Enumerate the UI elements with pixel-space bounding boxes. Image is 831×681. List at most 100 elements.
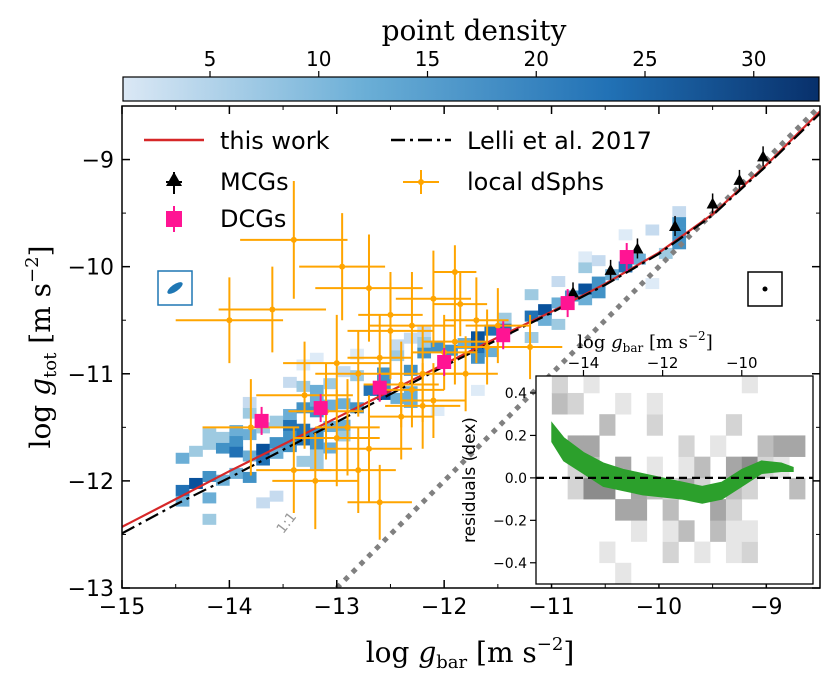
heatmap-cell	[578, 262, 593, 274]
heatmap-cell	[538, 304, 552, 316]
residual-band-area	[551, 421, 794, 504]
heatmap-cell	[229, 435, 244, 447]
x-tick-label: −12	[421, 595, 467, 620]
heatmap-cell	[672, 227, 687, 239]
colorbar-tick-label: 10	[306, 47, 331, 71]
colorbar-tick-label: 5	[204, 47, 217, 71]
heatmap-cell	[336, 398, 351, 410]
colorbar-tick-label: 20	[524, 47, 549, 71]
heatmap-cell	[484, 324, 499, 336]
dcg-point	[437, 354, 452, 369]
dsph-point	[355, 467, 362, 474]
heatmap-cell	[390, 339, 405, 351]
dsph-point	[419, 402, 426, 409]
heatmap-cell	[471, 352, 485, 364]
dsph-point	[365, 285, 372, 292]
inset-heat-cell	[725, 520, 743, 542]
inset-heat-cell	[583, 376, 600, 394]
heatmap-cell	[524, 289, 539, 301]
inset-y-tick-label: 0.2	[505, 428, 527, 444]
heatmap-cell	[229, 446, 244, 458]
dsph-point	[333, 360, 340, 367]
inset-heat-cell	[583, 477, 600, 500]
heatmap-cell	[591, 276, 606, 288]
inset-heat-cell	[662, 520, 679, 542]
dsph-point	[269, 306, 276, 313]
heatmap-cell	[323, 378, 338, 390]
inset-heat-cell	[757, 435, 774, 457]
heatmap-cell	[390, 350, 405, 362]
heatmap-cell	[538, 314, 552, 326]
mcg-point	[733, 173, 746, 185]
inset-heat-cell	[646, 392, 663, 415]
inset-x-tick-label: −12	[647, 354, 679, 372]
heatmap-cell	[229, 425, 244, 437]
inset-heat-cell	[615, 562, 632, 584]
main-axis-ticks: −15 −14 −13 −12 −11 −10 −9 −13 −12 −11 −10 −9	[68, 105, 821, 620]
dsph-point	[398, 413, 405, 420]
heatmap-cell	[283, 376, 297, 388]
inset-heat-cell	[646, 456, 663, 479]
inset-heat-cell	[567, 477, 584, 500]
main-axes-frame	[121, 105, 821, 589]
heatmap-cell	[215, 442, 230, 454]
inset-y-tick-label: −0.2	[493, 513, 527, 529]
inset-heat-cell	[694, 456, 711, 479]
heatmap-cell	[645, 278, 660, 290]
heatmap-cell	[189, 445, 203, 457]
inset-heat-cell	[583, 435, 600, 457]
dcg-point	[619, 250, 634, 265]
inset-heat-cell	[741, 520, 758, 542]
heatmap-cell	[632, 253, 646, 265]
heatmap-cell	[283, 430, 297, 442]
heatmap-cell	[484, 346, 499, 358]
inset-x-tick-label: −10	[726, 354, 758, 372]
dcg-points	[254, 243, 634, 435]
heatmap-cell	[658, 247, 673, 259]
dcg-point	[372, 380, 387, 395]
dsph-point	[312, 477, 319, 484]
heatmap-cell	[497, 312, 512, 324]
dsph-point	[290, 467, 297, 474]
inset-plot-area	[536, 376, 813, 584]
legend-label-mcgs: MCGs	[220, 168, 289, 196]
error-ellipse-icon	[167, 282, 183, 294]
dsph-point	[494, 322, 501, 329]
heatmap-cell	[323, 399, 338, 411]
x-tick-label: −13	[314, 595, 360, 620]
inset-heat-cell	[662, 541, 679, 564]
y-tick-label: −10	[68, 256, 114, 281]
dsph-point	[408, 322, 415, 329]
heatmap-cell	[269, 437, 284, 449]
inset-heat-cell	[551, 392, 568, 415]
dsph-point	[387, 327, 394, 334]
heatmap-cell	[430, 340, 445, 352]
inset-heat-cell	[662, 499, 679, 521]
typical-error-box-right	[747, 271, 783, 307]
inset-heat-cell	[789, 435, 806, 457]
error-dot-icon	[762, 286, 768, 292]
heatmap-cell	[283, 419, 297, 431]
typical-error-box-left	[157, 270, 193, 306]
inset-heat-cell	[678, 456, 695, 479]
inset-y-tick-label: 0.0	[505, 471, 527, 487]
x-axis-label: log gbar [m s−2]	[366, 634, 575, 673]
inset-heat-cell	[725, 414, 743, 436]
dsph-point	[527, 344, 534, 350]
dsph-point	[376, 499, 383, 506]
inset-heat-cell	[678, 520, 695, 542]
heatmap-cell	[242, 450, 257, 462]
colorbar-tick-label: 25	[632, 47, 657, 71]
heatmap-cell	[591, 255, 606, 267]
colorbar-tick-label: 15	[415, 47, 440, 71]
inset-heat-cell	[599, 541, 616, 564]
mcg-point	[706, 197, 719, 209]
colorbar-label: point density	[382, 14, 567, 47]
dsph-point	[451, 338, 458, 345]
inset-heat-cell	[710, 499, 727, 521]
heatmap-cell	[202, 438, 217, 450]
inset-heat-cell	[599, 414, 616, 436]
heatmap-cell	[242, 429, 257, 441]
inset-heat-cell	[710, 520, 727, 542]
dcg-point	[496, 328, 511, 343]
